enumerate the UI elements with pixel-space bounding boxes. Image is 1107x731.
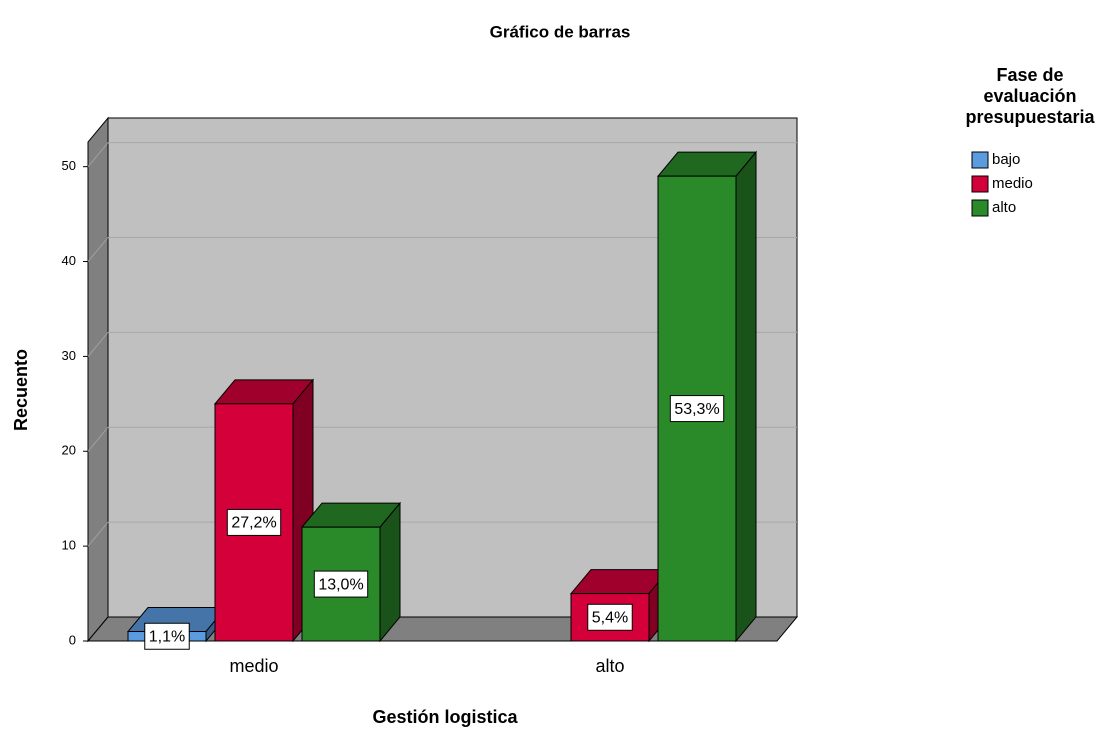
y-tick-label: 0 [69, 632, 76, 647]
value-label-box [587, 603, 633, 631]
legend-label: bajo [992, 151, 1020, 168]
value-label-text: 13,0% [318, 576, 363, 593]
grid-line [87, 142, 109, 167]
value-label: 1,1% [144, 622, 190, 650]
bar-side [379, 501, 401, 643]
value-label-text: 53,3% [674, 401, 719, 418]
value-label-text: 1,1% [149, 628, 185, 645]
grid-line [87, 332, 109, 357]
legend-title: evaluación [983, 86, 1076, 106]
value-label-box [313, 570, 369, 598]
y-tick-label: 20 [62, 443, 76, 458]
y-tick-label: 30 [62, 348, 76, 363]
legend-title: Fase de [996, 65, 1063, 85]
value-label: 5,4% [587, 603, 633, 631]
y-tick-label: 40 [62, 253, 76, 268]
value-label-text: 27,2% [231, 515, 276, 532]
legend-swatch [971, 199, 989, 217]
legend-swatch [971, 175, 989, 193]
legend-swatch [971, 151, 989, 169]
grid-line [87, 521, 109, 547]
y-tick-label: 50 [62, 158, 76, 173]
value-label: 13,0% [313, 570, 369, 598]
value-label-box [226, 508, 282, 536]
y-tick-label: 10 [62, 538, 76, 553]
left-wall [87, 116, 109, 643]
x-axis-label: Gestión logistica [372, 707, 518, 727]
x-tick-label: alto [595, 656, 624, 676]
value-label-text: 5,4% [592, 610, 628, 627]
x-tick-label: medio [229, 656, 278, 676]
legend-label: medio [992, 175, 1033, 192]
legend-label: alto [992, 199, 1016, 216]
grid-line [87, 426, 109, 452]
legend-title: presupuestaria [965, 107, 1095, 127]
bar-side [735, 150, 757, 643]
value-label-box [669, 395, 725, 423]
value-label-box [144, 622, 190, 650]
value-label: 27,2% [226, 508, 282, 536]
value-label: 53,3% [669, 395, 725, 423]
y-axis-label: Recuento [11, 349, 31, 431]
bar [569, 568, 671, 643]
chart-title: Gráfico de barras [490, 22, 631, 41]
grid-line [87, 237, 109, 262]
